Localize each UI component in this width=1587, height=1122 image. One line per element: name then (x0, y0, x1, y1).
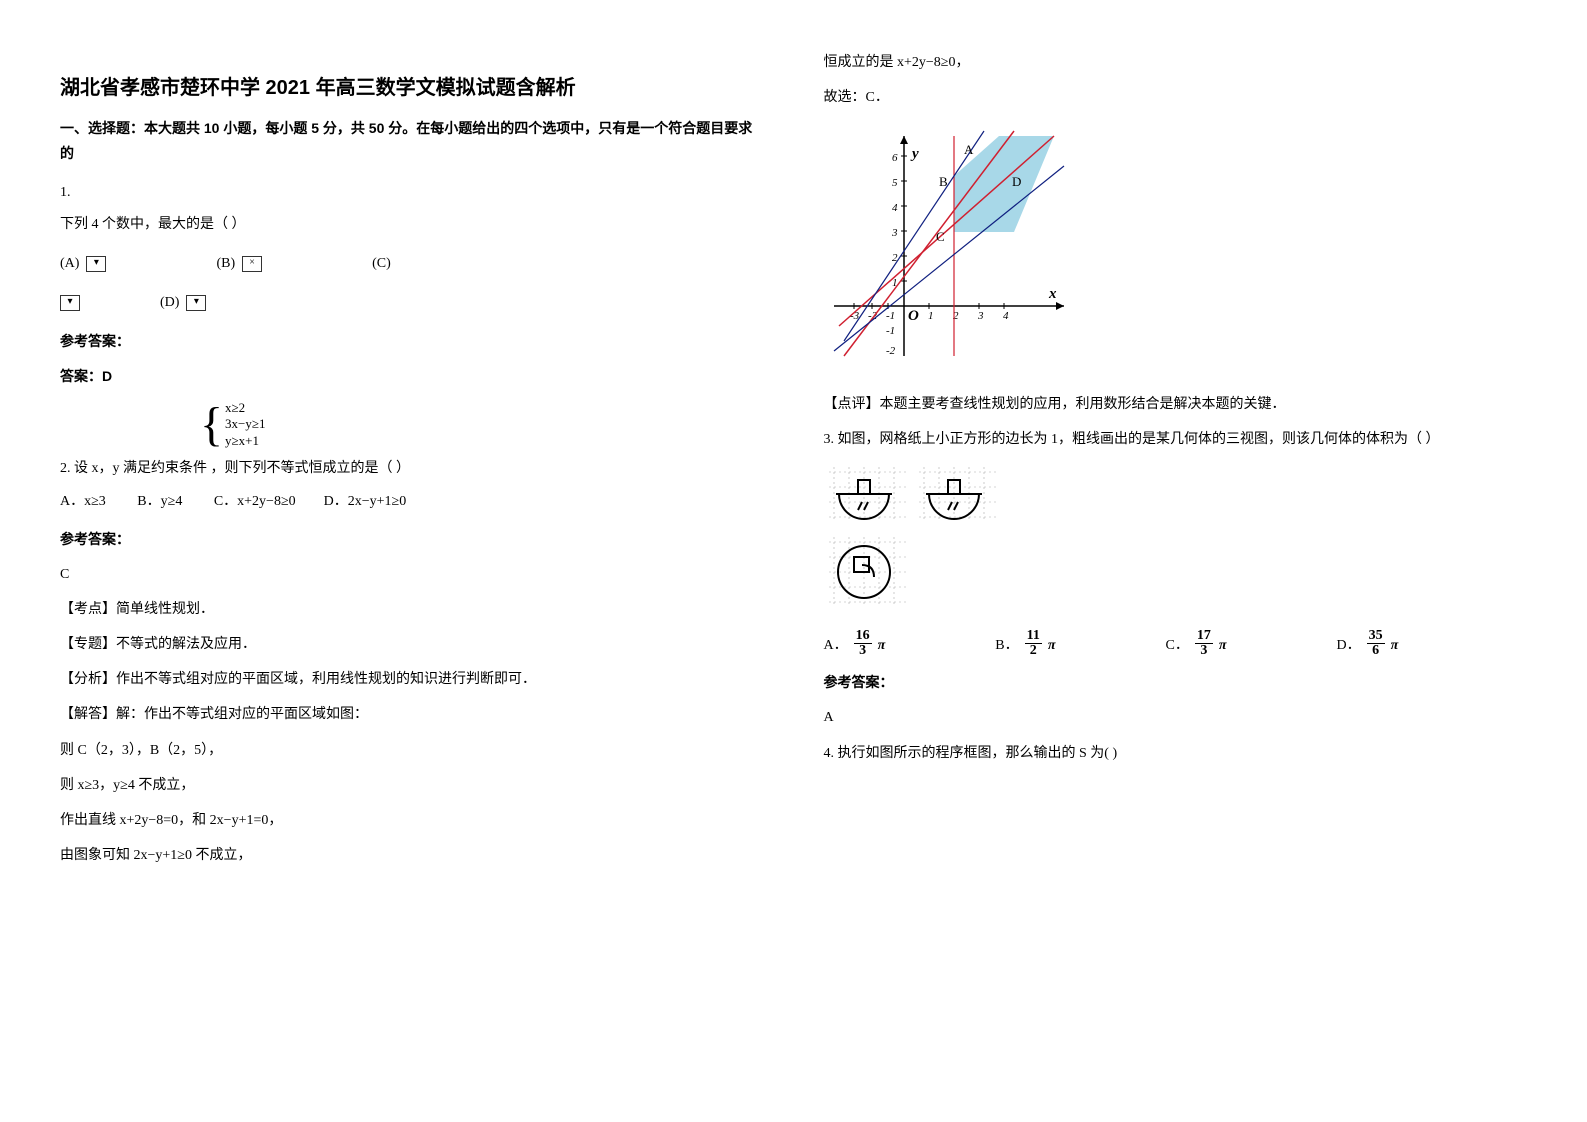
q2-tag-topic: 【考点】简单线性规划． (60, 597, 764, 622)
q3-option-a: A． 163 π (824, 629, 886, 658)
q2-graph: -3-2-1 1234 123 456 -1-2 (824, 126, 1528, 375)
line-red-2 (839, 136, 1054, 326)
q4-text: 4. 执行如图所示的程序框图，那么输出的 S 为( ) (824, 741, 1528, 766)
label-O: O (908, 308, 919, 324)
section-description: 一、选择题：本大题共 10 小题，每小题 5 分，共 50 分。在每小题给出的四… (60, 116, 764, 166)
svg-text:3: 3 (891, 227, 898, 239)
q2-constraints: { x≥2 3x−y≥1 y≥x+1 (200, 400, 764, 451)
svg-text:3: 3 (977, 310, 984, 322)
q3-answer-label: 参考答案： (824, 670, 1528, 695)
q2-constraint-lines: x≥2 3x−y≥1 y≥x+1 (225, 400, 265, 451)
q1-text: 下列 4 个数中，最大的是（ ） (60, 212, 764, 237)
svg-text:-1: -1 (886, 325, 895, 337)
label-B: B (939, 174, 948, 189)
q2-constraint-2: 3x−y≥1 (225, 416, 265, 433)
q2-option-b: B．y≥4 (137, 494, 182, 509)
q3-answer: A (824, 705, 1528, 730)
q3-option-d: D． 356 π (1337, 629, 1399, 658)
line-blue-1 (834, 166, 1064, 351)
placeholder-icon: ▾ (86, 256, 106, 272)
q2-solution-3: 作出直线 x+2y−8=0，和 2x−y+1=0， (60, 808, 764, 833)
q2-solution-2: 则 x≥3，y≥4 不成立， (60, 773, 764, 798)
q2-answer: C (60, 562, 764, 587)
q2-tag-subject: 【专题】不等式的解法及应用． (60, 632, 764, 657)
brace-icon: { (200, 401, 223, 449)
y-ticks: 123 456 -1-2 (886, 152, 898, 357)
q2-solution-6: 故选：C． (824, 85, 1528, 110)
q2-solution-4: 由图象可知 2x−y+1≥0 不成立， (60, 843, 764, 868)
svg-text:6: 6 (892, 152, 898, 164)
q2-option-a: A．x≥3 (60, 494, 106, 509)
placeholder-icon: ▾ (186, 295, 206, 311)
q3-options: A． 163 π B． 112 π C． 173 π D． 356 π (824, 629, 1528, 658)
svg-text:5: 5 (892, 177, 898, 189)
q2-option-c: C．x+2y−8≥0 (214, 494, 296, 509)
q2-constraint-3: y≥x+1 (225, 433, 265, 450)
q2-solution-5: 恒成立的是 x+2y−8≥0， (824, 50, 1528, 75)
q1-option-d: (D) ▾ (160, 290, 206, 315)
label-y: y (910, 146, 919, 162)
q1-option-c-img: ▾ (60, 290, 80, 315)
placeholder-icon: ▾ (60, 295, 80, 311)
q1-options-row2: ▾ (D) ▾ (60, 290, 764, 315)
page-title: 湖北省孝感市楚环中学 2021 年高三数学文模拟试题含解析 (60, 70, 764, 106)
label-C: C (936, 229, 945, 244)
q3-option-b: B． 112 π (995, 629, 1055, 658)
label-D: D (1012, 174, 1021, 189)
q3-three-views (824, 462, 1528, 621)
q3-text: 3. 如图，网格纸上小正方形的边长为 1，粗线画出的是某几何体的三视图，则该几何… (824, 427, 1528, 452)
q1-answer: 答案：D (60, 364, 764, 389)
svg-text:4: 4 (1003, 310, 1009, 322)
q1-option-c: (C) (372, 251, 391, 276)
label-A: A (964, 142, 974, 157)
q2-tag-analysis: 【分析】作出不等式组对应的平面区域，利用线性规划的知识进行判断即可． (60, 667, 764, 692)
q1-option-b: (B) × (216, 251, 262, 276)
placeholder-icon: × (242, 256, 262, 272)
q1-answer-label: 参考答案： (60, 329, 764, 354)
x-arrow-icon (1056, 302, 1064, 310)
svg-text:-1: -1 (886, 310, 895, 322)
feasible-region-graph: -3-2-1 1234 123 456 -1-2 (824, 126, 1084, 366)
q2-constraint-1: x≥2 (225, 400, 265, 417)
label-x: x (1048, 286, 1057, 302)
y-arrow-icon (900, 136, 908, 144)
q2-options: A．x≥3 B．y≥4 C．x+2y−8≥0 D．2x−y+1≥0 (60, 489, 764, 514)
q2-text: 2. 设 x，y 满足约束条件 ，则下列不等式恒成立的是（ ） (60, 456, 764, 481)
q2-option-d: D．2x−y+1≥0 (324, 494, 407, 509)
grid-dots (829, 467, 999, 607)
svg-text:4: 4 (892, 202, 898, 214)
left-column: 湖北省孝感市楚环中学 2021 年高三数学文模拟试题含解析 一、选择题：本大题共… (60, 40, 764, 878)
q2-answer-label: 参考答案： (60, 527, 764, 552)
three-views-svg (824, 462, 1004, 612)
q1-number: 1. (60, 180, 764, 205)
svg-text:-2: -2 (886, 345, 896, 357)
q1-options-row1: (A) ▾ (B) × (C) (60, 251, 764, 276)
q2-solution-1: 则 C（2，3），B（2，5）， (60, 738, 764, 763)
q3-option-c: C． 173 π (1166, 629, 1227, 658)
right-column: 恒成立的是 x+2y−8≥0， 故选：C． -3-2-1 1234 (824, 40, 1528, 878)
q2-solution-label: 【解答】解：作出不等式组对应的平面区域如图： (60, 702, 764, 727)
q1-option-a: (A) ▾ (60, 251, 106, 276)
q2-comment: 【点评】本题主要考查线性规划的应用，利用数形结合是解决本题的关键． (824, 392, 1528, 417)
svg-text:1: 1 (928, 310, 934, 322)
